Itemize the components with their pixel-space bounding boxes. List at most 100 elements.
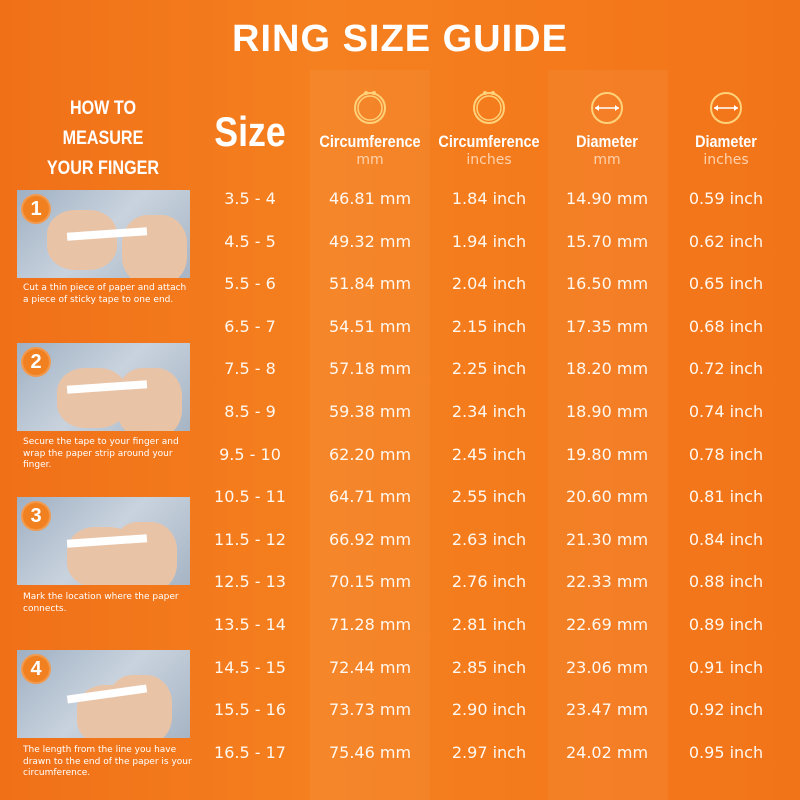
table-cell: 0.78 inch — [688, 444, 764, 464]
column-header-label: Circumference — [438, 132, 540, 151]
step-4-text: The length from the line you have drawn … — [23, 745, 192, 778]
step-number-badge: 3 — [21, 501, 51, 531]
table-cell: 1.84 inch — [451, 189, 527, 208]
table-cell: 49.32 mm — [328, 231, 412, 251]
hand-image — [112, 522, 177, 585]
column-header: Circumference inches — [429, 86, 549, 168]
hand-image — [47, 210, 117, 270]
column-band — [310, 70, 430, 800]
table-cell: 7.5 - 8 — [224, 359, 276, 379]
table-cell: 2.97 inch — [451, 742, 527, 762]
table-cell: 9.5 - 10 — [219, 444, 281, 464]
table-cell: 20.60 mm — [565, 487, 649, 507]
column-header: Diameter inches — [666, 86, 786, 168]
table-cell: 15.5 - 16 — [214, 700, 286, 720]
table-cell: 2.34 inch — [451, 402, 527, 421]
table-cell: 2.45 inch — [451, 444, 527, 464]
table-cell: 2.76 inch — [451, 572, 527, 592]
step-number-badge: 2 — [21, 347, 51, 377]
size-header: Size — [214, 108, 286, 155]
table-cell: 0.81 inch — [688, 487, 764, 507]
table-cell: 59.38 mm — [328, 402, 412, 421]
how-to-line1: HOW TO MEASURE — [62, 98, 144, 149]
diameter-icon — [710, 92, 742, 124]
table-cell: 14.5 - 15 — [214, 657, 286, 677]
table-cell: 0.65 inch — [688, 274, 764, 294]
column-header-unit: mm — [593, 152, 621, 168]
table-cell: 23.47 mm — [565, 700, 649, 720]
table-cell: 2.04 inch — [451, 274, 527, 294]
table-cell: 73.73 mm — [328, 700, 412, 720]
table-cell: 0.84 inch — [688, 529, 764, 549]
table-cell: 2.63 inch — [451, 529, 527, 549]
table-cell: 0.68 inch — [688, 316, 764, 336]
hand-image — [117, 368, 182, 431]
table-cell: 5.5 - 6 — [224, 274, 276, 294]
page-title: RING SIZE GUIDE — [232, 18, 568, 60]
table-cell: 57.18 mm — [328, 359, 412, 379]
table-cell: 64.71 mm — [328, 487, 412, 507]
step-1-text: Cut a thin piece of paper and attach a p… — [23, 283, 187, 305]
step-3-photo: 3 — [17, 497, 190, 585]
table-cell: 16.50 mm — [565, 274, 649, 294]
column-band — [548, 70, 668, 800]
table-cell: 8.5 - 9 — [224, 402, 276, 421]
table-cell: 2.81 inch — [451, 615, 527, 634]
table-cell: 62.20 mm — [328, 444, 412, 464]
table-cell: 14.90 mm — [565, 189, 649, 208]
table-cell: 72.44 mm — [328, 657, 412, 677]
table-cell: 15.70 mm — [565, 231, 649, 251]
table-cell: 24.02 mm — [565, 742, 649, 762]
hand-image — [57, 368, 127, 428]
table-cell: 46.81 mm — [328, 189, 412, 208]
table-cell: 0.91 inch — [688, 657, 764, 677]
table-cell: 0.95 inch — [688, 742, 764, 762]
table-cell: 12.5 - 13 — [214, 572, 286, 592]
table-cell: 0.59 inch — [688, 189, 764, 208]
table-cell: 2.25 inch — [451, 359, 527, 379]
table-cell: 51.84 mm — [328, 274, 412, 294]
table-cell: 2.15 inch — [451, 316, 527, 336]
table-cell: 11.5 - 12 — [214, 529, 286, 549]
column-header-unit: inches — [703, 152, 749, 168]
table-cell: 54.51 mm — [328, 316, 412, 336]
step-3-text: Mark the location where the paper connec… — [23, 592, 179, 614]
table-cell: 22.33 mm — [565, 572, 649, 592]
table-cell: 0.72 inch — [688, 359, 764, 379]
table-cell: 2.90 inch — [451, 700, 527, 720]
table-cell: 17.35 mm — [565, 316, 649, 336]
column-header: Circumference mm — [310, 86, 430, 168]
column-header: Diameter mm — [547, 86, 667, 168]
table-cell: 0.88 inch — [688, 572, 764, 592]
step-number-badge: 1 — [21, 194, 51, 224]
table-cell: 0.62 inch — [688, 231, 764, 251]
hand-image — [122, 215, 187, 278]
table-cell: 2.85 inch — [451, 657, 527, 677]
diameter-icon — [591, 92, 623, 124]
step-4-photo: 4 — [17, 650, 190, 738]
table-cell: 13.5 - 14 — [214, 615, 286, 634]
column-header-unit: mm — [356, 152, 384, 168]
table-cell: 0.89 inch — [688, 615, 764, 634]
table-cell: 0.92 inch — [688, 700, 764, 720]
column-header-unit: inches — [466, 152, 512, 168]
table-cell: 70.15 mm — [328, 572, 412, 592]
table-cell: 6.5 - 7 — [224, 316, 276, 336]
table-cell: 1.94 inch — [451, 231, 527, 251]
column-header-label: Circumference — [319, 132, 421, 151]
ring-icon — [473, 91, 505, 124]
column-header-label: Diameter — [576, 132, 638, 151]
table-cell: 2.55 inch — [451, 487, 527, 507]
table-cell: 75.46 mm — [328, 742, 412, 762]
table-cell: 18.90 mm — [565, 402, 649, 421]
table-cell: 23.06 mm — [565, 657, 649, 677]
table-cell: 18.20 mm — [565, 359, 649, 379]
table-cell: 19.80 mm — [565, 444, 649, 464]
step-2-text: Secure the tape to your finger and wrap … — [23, 437, 179, 470]
table-cell: 22.69 mm — [565, 615, 649, 634]
step-number-badge: 4 — [21, 654, 51, 684]
table-cell: 4.5 - 5 — [224, 231, 276, 251]
table-cell: 71.28 mm — [328, 615, 412, 634]
table-cell: 16.5 - 17 — [214, 742, 286, 762]
table-cell: 10.5 - 11 — [214, 487, 286, 507]
